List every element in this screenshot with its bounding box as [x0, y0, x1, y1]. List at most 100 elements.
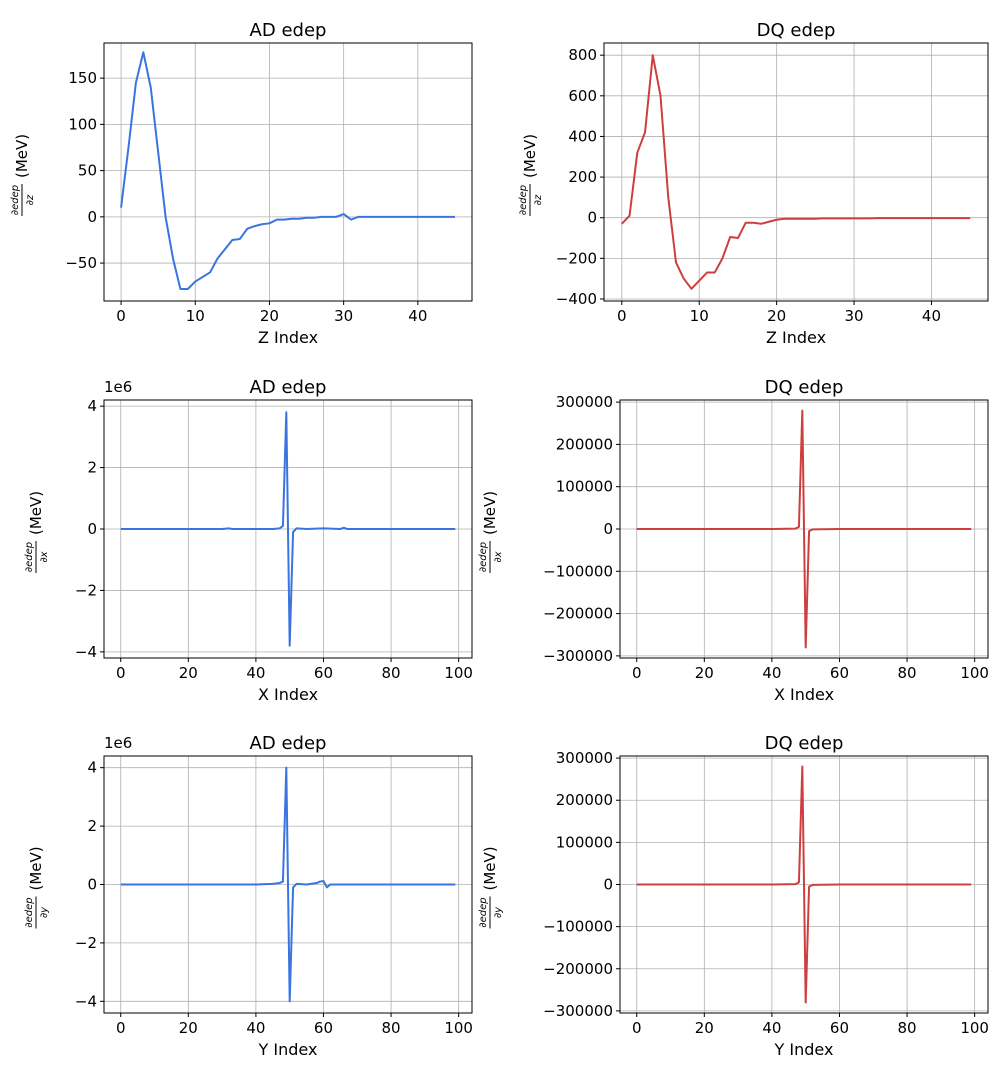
y-tick-label: −2: [75, 581, 97, 599]
y-label-denominator: ∂z: [25, 194, 36, 205]
x-tick-label: 30: [334, 307, 353, 325]
x-tick-label: 60: [830, 664, 849, 682]
y-tick-label: −200000: [543, 960, 613, 978]
y-label-denominator: ∂z: [533, 194, 544, 205]
y-tick-label: 300000: [556, 393, 613, 411]
y-tick-label: 800: [568, 46, 597, 64]
y-tick-label: 0: [587, 209, 597, 227]
y-label-denominator: ∂x: [493, 551, 504, 562]
x-axis-label: X Index: [774, 685, 834, 704]
y-tick-label: 2: [87, 817, 97, 835]
x-tick-label: 10: [186, 307, 205, 325]
y-tick-label: −50: [65, 254, 97, 272]
x-tick-label: 0: [632, 1019, 642, 1037]
x-tick-label: 100: [960, 664, 989, 682]
x-tick-label: 60: [314, 1019, 333, 1037]
y-label-numerator: ∂edep: [24, 542, 35, 572]
x-tick-label: 20: [179, 1019, 198, 1037]
chart-dq-y: 0 20 40 60 80 100 −300000 −200000 −100000 0 100000…: [478, 733, 989, 1059]
chart-title: DQ edep: [765, 733, 844, 754]
y-tick-label: 100000: [556, 833, 613, 851]
y-tick-label: 150: [68, 69, 97, 87]
y-label-numerator: ∂edep: [518, 185, 529, 215]
x-tick-label: 40: [762, 1019, 781, 1037]
x-tick-label: 0: [116, 1019, 126, 1037]
x-tick-label: 20: [695, 1019, 714, 1037]
y-tick-label: 100: [68, 115, 97, 133]
chart-ad-x: 0 20 40 60 80 100 −4 −2 0 2 4 AD edep X Index 1e6 ∂ede…: [24, 377, 473, 704]
y-axis-label: ∂edep ∂y (MeV): [478, 846, 504, 929]
y-label-numerator: ∂edep: [10, 185, 21, 215]
chart-dq-x: 0 20 40 60 80 100 −300000 −200000 −100000 0 100000…: [478, 377, 989, 704]
series-line-dq: [636, 765, 972, 1004]
y-tick-label: −2: [75, 934, 97, 952]
y-tick-label: −200000: [543, 605, 613, 623]
x-axis-label: Z Index: [258, 328, 318, 347]
y-tick-label: 4: [87, 397, 97, 415]
x-tick-label: 100: [444, 664, 473, 682]
y-tick-label: 400: [568, 127, 597, 145]
x-tick-label: 100: [960, 1019, 989, 1037]
y-tick-label: 0: [87, 208, 97, 226]
x-tick-label: 80: [898, 664, 917, 682]
y-tick-label: −300000: [543, 1002, 613, 1020]
chart-ad-z: 0 10 20 30 40 −50 0 50 100 150 AD edep Z Index ∂edep…: [10, 20, 473, 347]
chart-ad-y: 0 20 40 60 80 100 −4 −2 0 2 4 AD edep Y Index 1e6 ∂ede…: [24, 733, 473, 1059]
x-tick-label: 60: [314, 664, 333, 682]
y-tick-label: 2: [87, 459, 97, 477]
y-tick-label: 600: [568, 87, 597, 105]
y-tick-label: −300000: [543, 647, 613, 665]
y-axis-label: ∂edep ∂z (MeV): [10, 134, 36, 216]
y-tick-label: −100000: [543, 562, 613, 580]
y-tick-label: 100000: [556, 478, 613, 496]
plot-frame: [103, 42, 473, 302]
y-label-unit: (MeV): [27, 491, 45, 535]
plot-frame: [603, 42, 989, 302]
y-label-numerator: ∂edep: [478, 897, 489, 927]
chart-dq-z: 0 10 20 30 40 −400 −200 0 200 400 600 800 DQ edep Z I…: [518, 20, 989, 347]
y-tick-label: −100000: [543, 918, 613, 936]
y-label-unit: (MeV): [13, 134, 31, 178]
chart-title: AD edep: [250, 377, 327, 398]
series-line-ad: [120, 766, 456, 1003]
x-tick-label: 20: [767, 307, 786, 325]
x-tick-label: 0: [116, 664, 126, 682]
y-tick-label: 0: [603, 520, 613, 538]
chart-title: DQ edep: [765, 377, 844, 398]
y-tick-label: 4: [87, 759, 97, 777]
x-tick-label: 30: [845, 307, 864, 325]
x-tick-label: 80: [898, 1019, 917, 1037]
y-tick-label: 200000: [556, 435, 613, 453]
x-tick-label: 100: [444, 1019, 473, 1037]
y-label-denominator: ∂y: [493, 906, 504, 918]
x-axis-label: Z Index: [766, 328, 826, 347]
y-tick-label: −400: [556, 290, 597, 308]
chart-title: AD edep: [250, 20, 327, 41]
x-tick-label: 60: [830, 1019, 849, 1037]
y-tick-label: 200000: [556, 791, 613, 809]
y-label-unit: (MeV): [521, 134, 539, 178]
y-tick-label: 50: [78, 162, 97, 180]
y-axis-label: ∂edep ∂z (MeV): [518, 134, 544, 216]
y-label-denominator: ∂y: [39, 906, 50, 918]
x-tick-label: 0: [617, 307, 627, 325]
y-label-numerator: ∂edep: [478, 542, 489, 572]
x-axis-label: Y Index: [258, 1040, 318, 1059]
x-tick-label: 0: [116, 307, 126, 325]
x-axis-label: Y Index: [774, 1040, 834, 1059]
y-label-unit: (MeV): [27, 846, 45, 890]
y-tick-label: 200: [568, 168, 597, 186]
y-tick-label: 0: [87, 876, 97, 894]
x-tick-label: 0: [632, 664, 642, 682]
series-line-dq: [621, 54, 971, 290]
y-label-unit: (MeV): [481, 491, 499, 535]
x-tick-label: 40: [762, 664, 781, 682]
x-tick-label: 20: [695, 664, 714, 682]
y-tick-label: 0: [603, 876, 613, 894]
series-line-ad: [120, 411, 456, 647]
y-tick-label: −200: [556, 249, 597, 267]
series-line-ad: [120, 51, 455, 290]
x-tick-label: 40: [246, 664, 265, 682]
x-tick-label: 40: [246, 1019, 265, 1037]
y-label-denominator: ∂x: [39, 551, 50, 562]
